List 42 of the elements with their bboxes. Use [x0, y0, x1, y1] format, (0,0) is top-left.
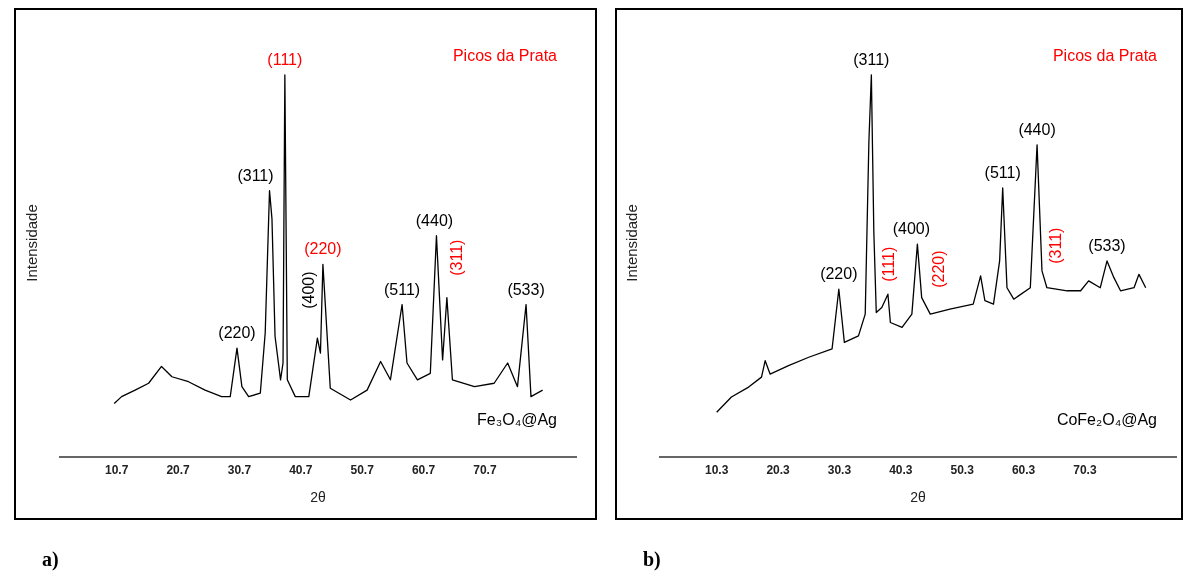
annotation: (220): [820, 265, 858, 283]
annotation: (311): [448, 239, 466, 276]
x-axis-title: 2θ: [310, 489, 326, 505]
x-tick-label: 30.7: [227, 462, 252, 477]
annotation: (533): [1088, 236, 1126, 254]
annotation: (220): [218, 324, 256, 342]
x-tick-label: 70.7: [473, 462, 497, 477]
y-axis-title: Intensidade: [622, 204, 640, 282]
annotation: (220): [929, 250, 947, 288]
annotation: (440): [415, 211, 454, 229]
text: b): [643, 548, 661, 571]
text: Picos da Prata: [452, 47, 557, 65]
annotation: (311): [1047, 227, 1065, 264]
annotation: (533): [507, 280, 545, 298]
x-tick-label: 20.7: [166, 462, 191, 477]
annotation: (400): [299, 271, 317, 309]
x-tick-label: 70.3: [1073, 462, 1097, 477]
annotation: CoFe₂O₄@Ag: [1056, 411, 1157, 429]
annotation: (440): [1018, 120, 1056, 138]
x-tick-label: 50.3: [950, 462, 975, 477]
annotation: (220): [304, 240, 342, 258]
annotation: (311): [853, 50, 890, 68]
x-tick-label: 10.3: [705, 462, 729, 477]
annotation: (111): [880, 246, 898, 282]
annotation: (400): [892, 220, 931, 238]
x-tick-label: 30.3: [827, 462, 852, 477]
y-axis-title: Intensidade: [22, 204, 40, 282]
x-tick-label: 50.7: [350, 462, 375, 477]
x-tick-label: 60.7: [411, 462, 436, 477]
x-tick-label: 40.7: [289, 462, 313, 477]
x-tick-label: 20.3: [766, 462, 791, 477]
annotation: Fe₃O₄@Ag: [477, 411, 557, 429]
annotation: (511): [984, 163, 1021, 181]
annotation: (111): [267, 50, 303, 68]
annotation: (311): [237, 166, 274, 184]
x-tick-label: 10.7: [105, 462, 129, 477]
text: a): [42, 548, 59, 571]
x-tick-label: 40.3: [889, 462, 913, 477]
text: Picos da Prata: [1052, 47, 1157, 65]
annotation: (511): [384, 280, 421, 298]
x-tick-label: 60.3: [1011, 462, 1036, 477]
x-axis-title: 2θ: [910, 489, 926, 505]
